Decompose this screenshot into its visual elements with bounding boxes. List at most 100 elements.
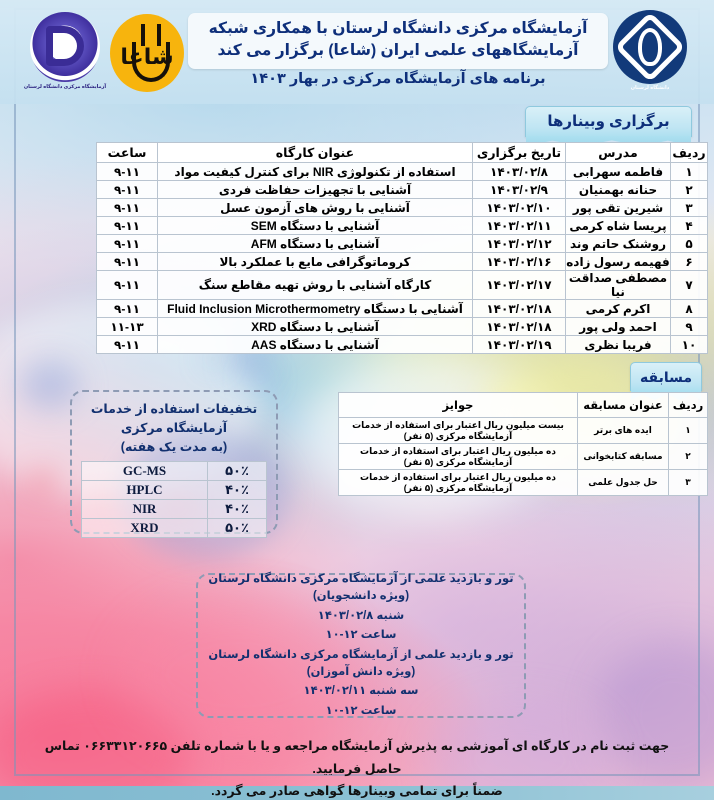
- table-row: ۵ روشنک حاتم وند ۱۴۰۳/۰۲/۱۲ آشنایی با دستگا…: [96, 234, 708, 253]
- table-row: ۴۰٪ HPLC: [81, 480, 267, 501]
- tour-line: ساعت ۱۲-۱۰: [325, 705, 397, 718]
- cell-date: ۱۴۰۳/۰۲/۱۸: [472, 299, 566, 318]
- cell-prize: ده میلیون ریال اعتبار برای استفاده از خد…: [338, 443, 578, 470]
- section-label-webinars: برگزاری وبینارها: [525, 106, 692, 137]
- tour-line: سه شنبه ۱۴۰۳/۰۲/۱۱: [303, 685, 419, 698]
- cell-discount-percent: ۴۰٪: [207, 499, 267, 520]
- cell-row-number: ۵: [670, 234, 708, 253]
- cell-row-number: ۱۰: [670, 335, 708, 354]
- cell-time: ۹-۱۱: [96, 335, 158, 354]
- lorestan-university-logo: دانشگاه لرستان: [608, 10, 692, 98]
- shaa-network-logo: شاعا: [110, 14, 184, 92]
- tour-line: تور و بازدید علمی از آزمایشگاه مرکزی دان…: [208, 649, 514, 678]
- page-title: آزمایشگاه مرکزی دانشگاه لرستان با همکاری…: [188, 13, 608, 69]
- bg-blob: [120, 600, 360, 750]
- cell-title: کروماتوگرافی مایع با عملکرد بالا: [157, 252, 473, 271]
- cell-discount-percent: ۵۰٪: [207, 518, 267, 539]
- bg-blob: [600, 640, 714, 790]
- footer-line-1: جهت ثبت نام در کارگاه ای آموزشی به پذیرش…: [44, 739, 670, 776]
- cell-time: ۹-۱۱: [96, 234, 158, 253]
- cell-lecturer: فاطمه سهرابی: [565, 162, 671, 181]
- cell-title: آشنایی با دستگاه XRD: [157, 317, 473, 336]
- bottom-strip: [0, 786, 714, 800]
- cell-lecturer: روشنک حاتم وند: [565, 234, 671, 253]
- cell-device-name: NIR: [81, 499, 208, 520]
- cell-lecturer: احمد ولی پور: [565, 317, 671, 336]
- footer-line-2: ضمناً برای تمامی وبینارها گواهی صادر می …: [211, 784, 503, 798]
- table-row: ۲ مسابقه کتابخوانی ده میلیون ریال اعتبار ب…: [338, 443, 708, 470]
- poster-header: آزمایشگاه مرکزی دانشگاه لرستان شاعا دانش…: [0, 0, 714, 104]
- cell-date: ۱۴۰۳/۰۲/۱۹: [472, 335, 566, 354]
- cell-row-number: ۷: [670, 270, 708, 300]
- cell-row-number: ۴: [670, 216, 708, 235]
- cell-time: ۹-۱۱: [96, 216, 158, 235]
- col-header-lecturer: مدرس: [565, 142, 671, 163]
- cell-title: آشنایی با روش های آزمون عسل: [157, 198, 473, 217]
- shaa-logo-icon: شاعا: [110, 14, 184, 92]
- cell-row-number: ۳: [670, 198, 708, 217]
- cell-time: ۹-۱۱: [96, 162, 158, 181]
- bg-blob: [205, 352, 221, 366]
- cell-prize: بیست میلیون ریال اعتبار برای استفاده از …: [338, 417, 578, 444]
- cell-row-number: ۲: [668, 443, 708, 470]
- discounts-card: تخفیفات استفاده از خدمات آزمایشگاه مرکزی…: [70, 390, 278, 539]
- cell-lecturer: مصطفی صداقت نیا: [565, 270, 671, 300]
- table-row: ۵۰٪ GC-MS: [81, 461, 267, 482]
- table-row: ۱ ایده های برتر بیست میلیون ریال اعتبار بر…: [338, 417, 708, 444]
- col-header-contest-title: عنوان مسابقه: [577, 392, 669, 418]
- cell-time: ۹-۱۱: [96, 198, 158, 217]
- cell-time: ۹-۱۱: [96, 299, 158, 318]
- table-row: ۱۰ فریبا نظری ۱۴۰۳/۰۲/۱۹ آشنایی با دستگاه A…: [96, 335, 708, 354]
- webinars-table: ردیف مدرس تاریخ برگزاری عنوان کارگاه ساع…: [96, 142, 708, 354]
- cell-title: آشنایی با دستگاه SEM: [157, 216, 473, 235]
- cell-title: آشنایی با دستگاه AAS: [157, 335, 473, 354]
- cell-date: ۱۴۰۳/۰۲/۹: [472, 180, 566, 199]
- cell-time: ۱۱-۱۳: [96, 317, 158, 336]
- cell-discount-percent: ۵۰٪: [207, 461, 267, 482]
- central-lab-logo-icon: [30, 12, 100, 82]
- table-row: ۳ حل جدول علمی ده میلیون ریال اعتبار برای …: [338, 469, 708, 496]
- cell-lecturer: فهیمه رسول زاده: [565, 252, 671, 271]
- lorestan-university-logo-caption: دانشگاه لرستان: [630, 85, 670, 91]
- table-header-row: ردیف مدرس تاریخ برگزاری عنوان کارگاه ساع…: [96, 142, 708, 163]
- cell-discount-percent: ۴۰٪: [207, 480, 267, 501]
- col-header-row: ردیف: [668, 392, 708, 418]
- table-row: ۹ احمد ولی پور ۱۴۰۳/۰۲/۱۸ آشنایی با دستگاه …: [96, 317, 708, 336]
- cell-time: ۹-۱۱: [96, 252, 158, 271]
- cell-date: ۱۴۰۳/۰۲/۱۶: [472, 252, 566, 271]
- cell-device-name: GC-MS: [81, 461, 208, 482]
- cell-date: ۱۴۰۳/۰۲/۱۰: [472, 198, 566, 217]
- discounts-table: ۵۰٪ GC-MS ۴۰٪ HPLC ۴۰٪ NIR ۵۰٪ XRD: [81, 461, 267, 539]
- cell-date: ۱۴۰۳/۰۲/۱۷: [472, 270, 566, 300]
- bg-blob: [250, 370, 270, 388]
- col-header-row: ردیف: [670, 142, 708, 163]
- discounts-heading-line-2: (به مدت یک هفته): [120, 439, 228, 454]
- col-header-date: تاریخ برگزاری: [472, 142, 566, 163]
- cell-lecturer: شیرین تقی پور: [565, 198, 671, 217]
- emblem-inner-icon: [638, 28, 662, 66]
- cell-contest-title: حل جدول علمی: [577, 469, 669, 496]
- bg-blob: [0, 690, 190, 800]
- tour-line: تور و بازدید علمی از آزمایشگاه مرکزی دان…: [208, 573, 514, 602]
- section-label-contest: مسابقه: [630, 362, 702, 391]
- col-header-prize: جوایز: [338, 392, 578, 418]
- bg-blob: [30, 470, 56, 492]
- cell-lecturer: پریسا شاه کرمی: [565, 216, 671, 235]
- shaa-logo-glyph: شاعا: [120, 44, 174, 69]
- table-row: ۷ مصطفی صداقت نیا ۱۴۰۳/۰۲/۱۷ کارگاه آشنایی …: [96, 270, 708, 300]
- cell-date: ۱۴۰۳/۰۲/۸: [472, 162, 566, 181]
- cell-row-number: ۸: [670, 299, 708, 318]
- cell-date: ۱۴۰۳/۰۲/۱۲: [472, 234, 566, 253]
- cell-device-name: HPLC: [81, 480, 208, 501]
- table-row: ۶ فهیمه رسول زاده ۱۴۰۳/۰۲/۱۶ کروماتوگرافی م…: [96, 252, 708, 271]
- table-row: ۴ پریسا شاه کرمی ۱۴۰۳/۰۲/۱۱ آشنایی با دستگا…: [96, 216, 708, 235]
- tour-line: شنبه ۱۴۰۳/۰۲/۸: [317, 609, 405, 622]
- cell-row-number: ۱: [670, 162, 708, 181]
- cell-contest-title: ایده های برتر: [577, 417, 669, 444]
- page-subtitle: برنامه های آزمایشگاه مرکزی در بهار ۱۴۰۳: [250, 71, 546, 87]
- cell-device-name: XRD: [81, 518, 208, 539]
- col-header-time: ساعت: [96, 142, 158, 163]
- cell-row-number: ۹: [670, 317, 708, 336]
- cell-date: ۱۴۰۳/۰۲/۱۱: [472, 216, 566, 235]
